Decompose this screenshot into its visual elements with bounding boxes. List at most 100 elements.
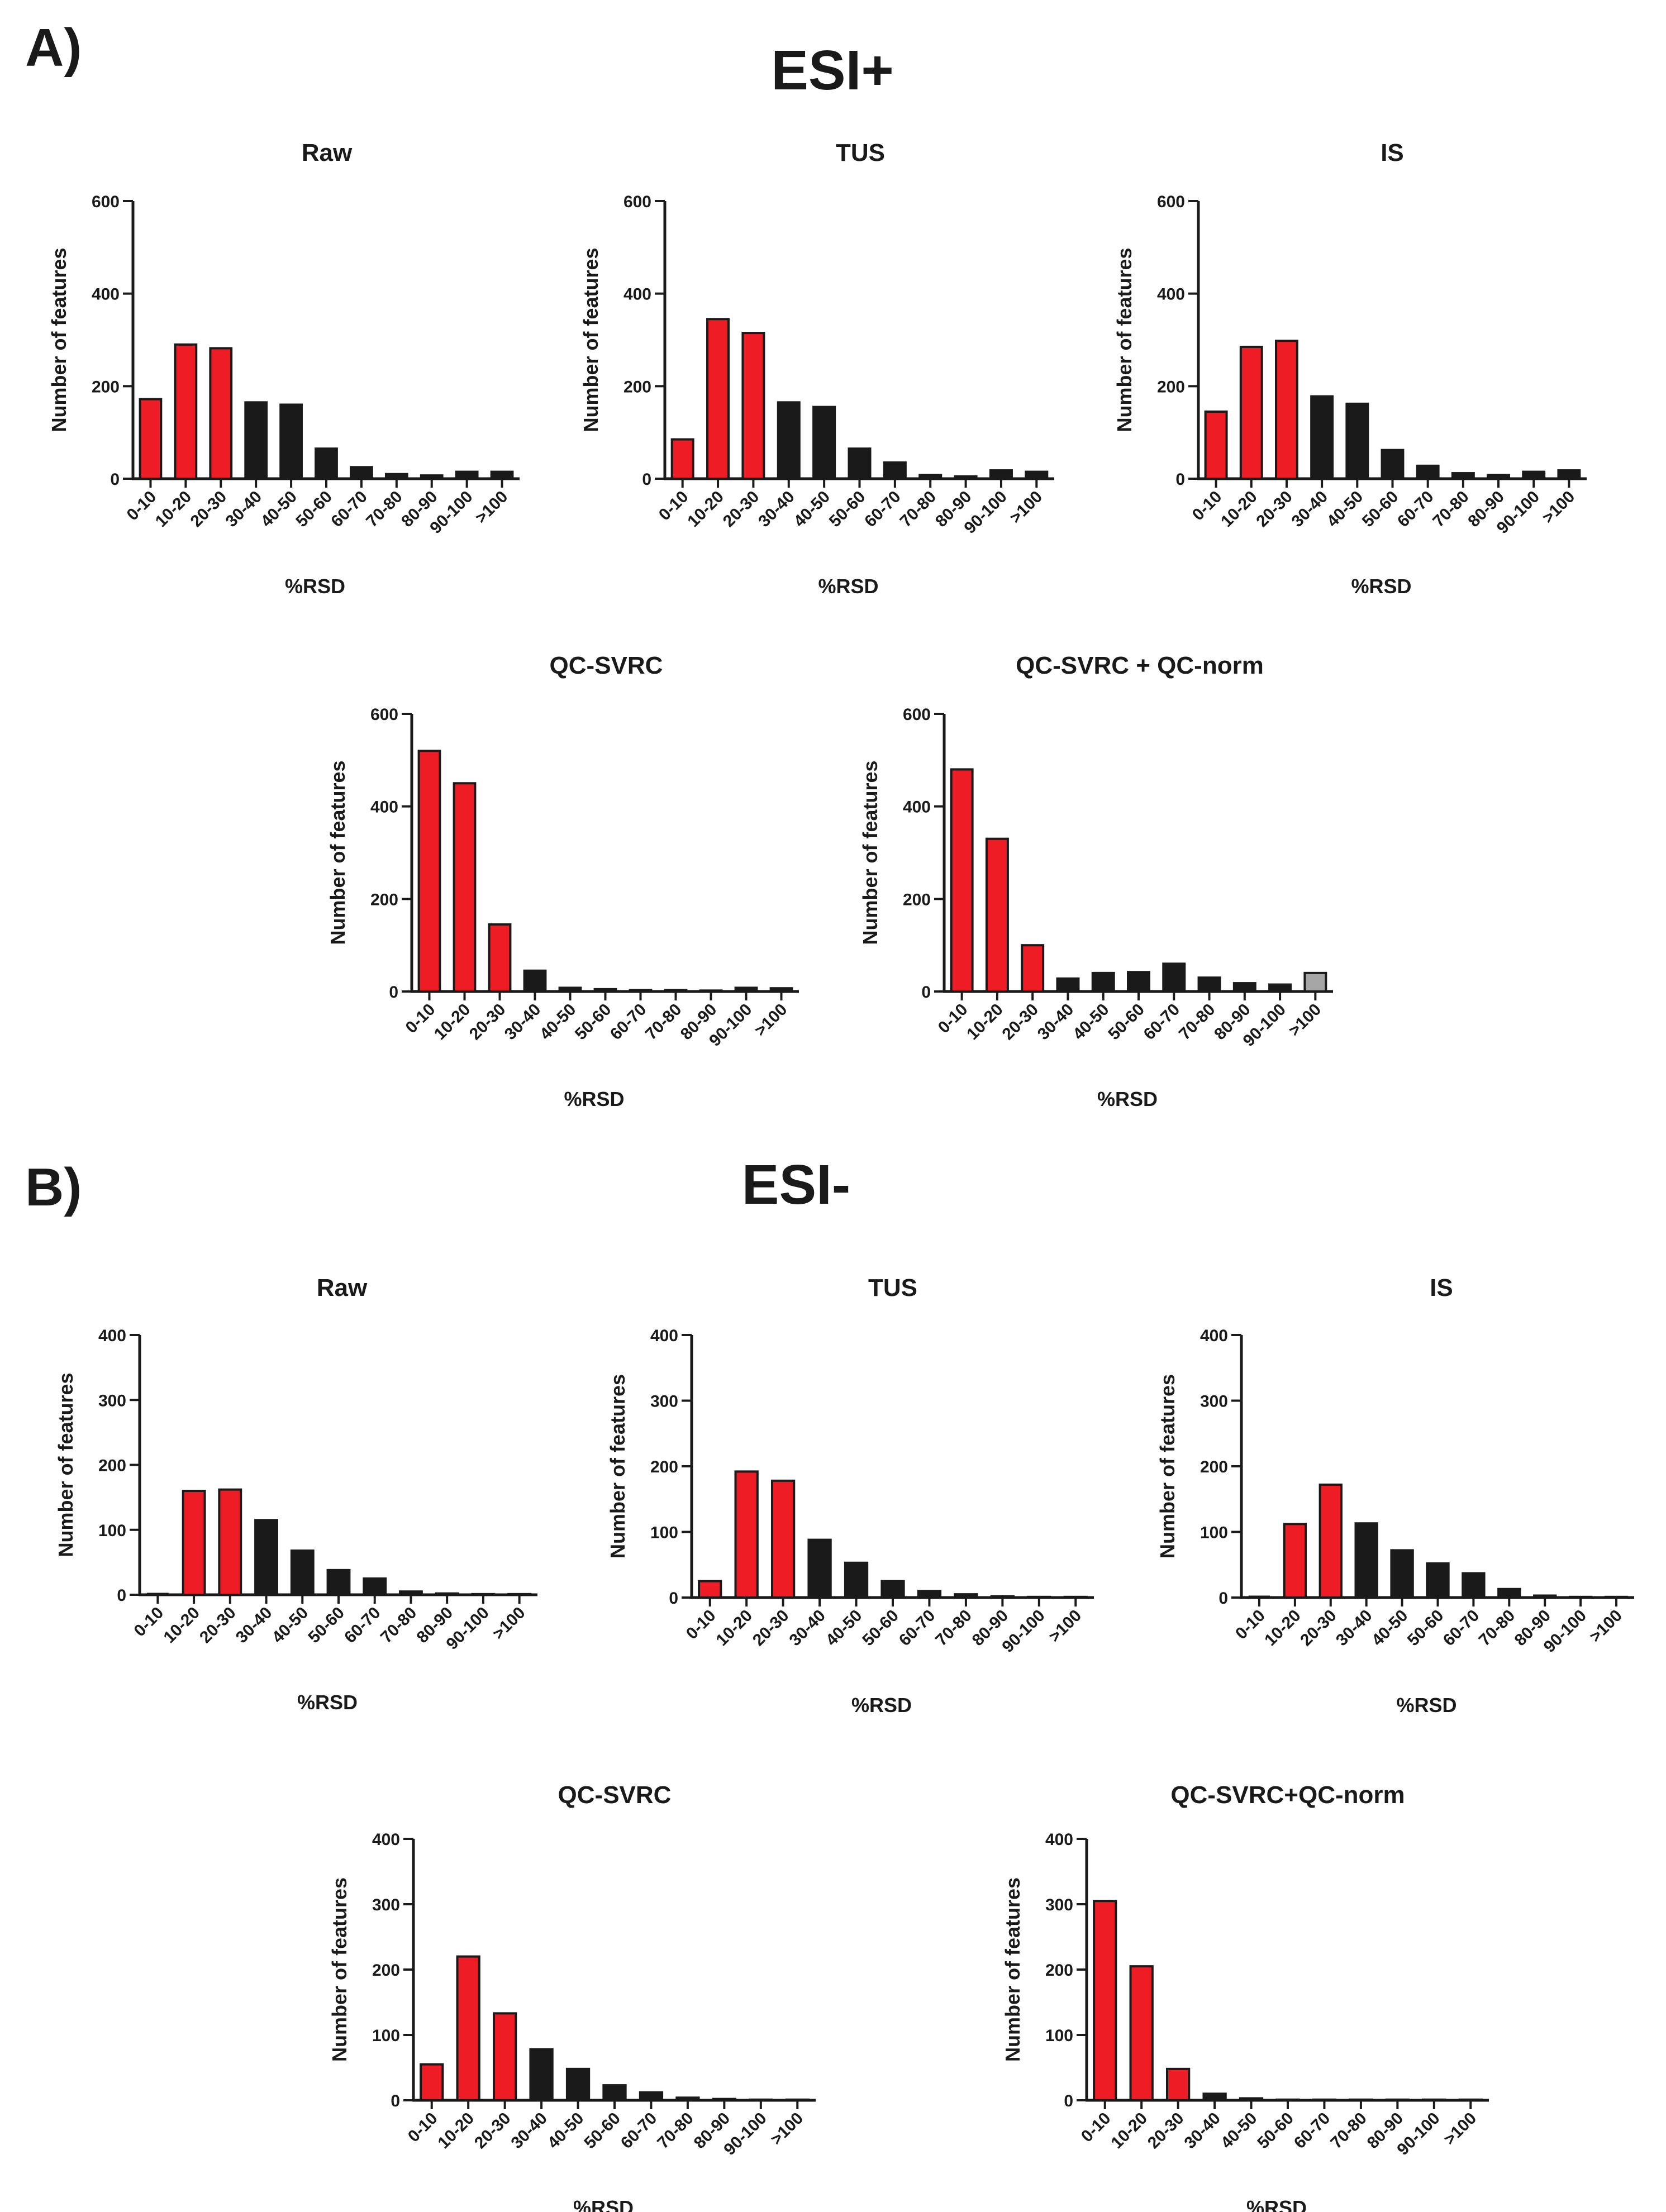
x-tick-label: 40-50 (1217, 2109, 1261, 2153)
bar (712, 2097, 737, 2101)
bar (1568, 1595, 1593, 1599)
y-tick-label: 0 (1218, 1589, 1228, 1608)
bar (675, 2096, 700, 2102)
bar (1390, 1549, 1414, 1599)
x-tick-label: 70-80 (1327, 2109, 1370, 2153)
x-axis-title: %RSD (564, 1088, 624, 1110)
bar (209, 347, 233, 480)
bar (639, 2091, 664, 2101)
y-axis-title: Number of features (1001, 1877, 1024, 2062)
x-tick-label: 10-20 (963, 1000, 1007, 1044)
bar (471, 1593, 496, 1596)
y-tick-label: 400 (1045, 1830, 1073, 1849)
x-tick-label: 20-30 (471, 2109, 515, 2153)
bar (488, 923, 512, 993)
y-tick-label: 200 (372, 1961, 400, 1980)
bar (698, 1580, 722, 1599)
x-tick-label: 60-70 (341, 1604, 384, 1647)
x-tick-label: 30-40 (232, 1604, 276, 1647)
panel-b-title: ESI- (742, 1153, 850, 1216)
chart-title: TUS (836, 139, 885, 166)
bar (1522, 470, 1546, 480)
bar (812, 406, 836, 480)
y-tick-label: 600 (623, 193, 651, 211)
y-tick-label: 200 (92, 378, 120, 396)
x-tick-label: 60-70 (1394, 488, 1437, 531)
x-tick-label: 40-50 (1324, 488, 1367, 531)
y-tick-label: 400 (1200, 1327, 1228, 1345)
x-tick-label: 30-40 (501, 1000, 545, 1044)
bar (734, 1470, 759, 1599)
x-tick-label: 20-30 (1144, 2109, 1188, 2153)
x-tick-label: 50-60 (572, 1000, 615, 1044)
x-tick-label: 60-70 (1440, 1606, 1483, 1650)
chart-title: QC-SVRC + QC-norm (1016, 652, 1264, 679)
x-tick-label: 20-30 (720, 488, 763, 531)
x-tick-label: 30-40 (786, 1606, 829, 1650)
bar (139, 398, 163, 480)
bar (1239, 2097, 1264, 2101)
x-axis-title: %RSD (285, 575, 345, 598)
panel-a-title: ESI+ (771, 39, 894, 102)
x-tick-label: 10-20 (1261, 1606, 1305, 1650)
x-tick-label: 40-50 (257, 488, 301, 531)
y-tick-label: 100 (1045, 2027, 1073, 2045)
x-tick-label: 30-40 (1181, 2109, 1224, 2153)
bar (807, 1538, 832, 1599)
y-tick-label: 200 (650, 1458, 678, 1476)
bar (1533, 1594, 1557, 1599)
bar (989, 469, 1013, 480)
bar (529, 2048, 554, 2101)
bar (420, 2063, 444, 2101)
x-tick-label: 30-40 (1288, 488, 1331, 531)
y-tick-label: 600 (370, 705, 398, 724)
y-tick-label: 0 (1175, 470, 1185, 489)
bar (1416, 464, 1440, 480)
x-tick-label: 10-20 (160, 1604, 203, 1647)
bar (1129, 1965, 1154, 2101)
y-tick-label: 0 (921, 983, 931, 1002)
x-tick-label: 70-80 (1429, 488, 1473, 531)
x-tick-label: 70-80 (363, 488, 406, 531)
x-tick-label: 40-50 (1069, 1000, 1113, 1044)
chart-title: Raw (302, 139, 353, 166)
y-tick-label: 600 (92, 193, 120, 211)
y-tick-label: 200 (623, 378, 651, 396)
x-tick-label: 40-50 (536, 1000, 580, 1044)
x-tick-label: 30-40 (222, 488, 266, 531)
y-tick-label: 400 (372, 1830, 400, 1849)
bar (244, 401, 268, 480)
y-tick-label: 400 (370, 798, 398, 817)
bar (493, 2012, 517, 2101)
x-tick-label: 60-70 (617, 2109, 661, 2153)
y-tick-label: 0 (110, 470, 120, 489)
bar (1162, 962, 1186, 993)
x-tick-label: 40-50 (822, 1606, 866, 1650)
bar (1204, 410, 1228, 480)
y-tick-label: 200 (1157, 378, 1185, 396)
x-tick-label: 20-30 (196, 1604, 240, 1647)
y-tick-label: 300 (98, 1391, 126, 1410)
bar (883, 461, 907, 480)
bar (507, 1593, 532, 1596)
x-axis-title: %RSD (1246, 2196, 1307, 2212)
bar (420, 474, 444, 480)
y-tick-label: 0 (642, 470, 651, 489)
bar (1027, 1595, 1051, 1599)
bar (844, 1561, 869, 1599)
x-tick-label: 50-60 (826, 488, 869, 531)
bar (1091, 971, 1115, 993)
x-tick-label: 70-80 (377, 1604, 421, 1647)
bar (1303, 971, 1327, 993)
y-tick-label: 200 (98, 1457, 126, 1475)
x-tick-label: 50-60 (1254, 2109, 1297, 2153)
x-tick-label: >100 (1440, 2109, 1480, 2149)
y-tick-label: 300 (1200, 1393, 1228, 1411)
bar (1021, 944, 1045, 993)
bar (174, 343, 198, 480)
bar (699, 989, 723, 993)
y-tick-label: 0 (1064, 2092, 1073, 2110)
x-tick-label: 60-70 (896, 1606, 939, 1650)
chart-title: QC-SVRC (550, 652, 663, 679)
